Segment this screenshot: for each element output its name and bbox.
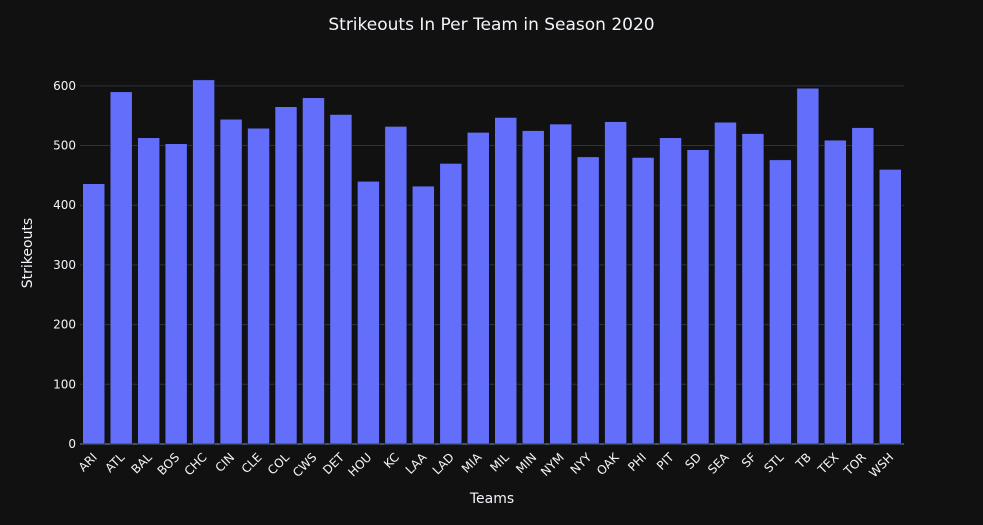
y-tick-label: 200 [53, 318, 76, 332]
bar-cws [302, 97, 325, 445]
bar-sd [686, 149, 710, 445]
bar-laa [412, 185, 435, 445]
bar-cle [247, 127, 270, 445]
y-axis-title: Strikeouts [20, 218, 36, 288]
y-tick-label: 300 [53, 258, 76, 272]
y-tick-label: 400 [53, 198, 76, 212]
bar-det [329, 114, 353, 445]
bar-kc [384, 126, 408, 445]
y-tick-label: 500 [53, 139, 76, 153]
y-tick-label: 0 [68, 437, 76, 451]
bar-bos [164, 143, 188, 445]
bar-stl [769, 159, 792, 445]
y-tick-label: 100 [53, 377, 76, 391]
bar-atl [109, 91, 133, 445]
y-axis-ticks: 0 100 200 300 400 500 600 [53, 79, 76, 451]
gridlines [80, 85, 904, 445]
bar-tor [851, 127, 875, 445]
x-axis-title: Teams [469, 491, 514, 507]
bar-col [274, 106, 298, 445]
bar-nym [549, 123, 572, 445]
bar-mil [494, 117, 517, 445]
bar-tex [824, 139, 847, 445]
bar-pit [659, 137, 682, 445]
bar-lad [439, 163, 463, 445]
y-tick-label: 600 [53, 79, 76, 93]
bar-bal [137, 137, 160, 445]
bar-sea [714, 122, 737, 445]
bar-nyy [576, 156, 600, 445]
bar-tb [796, 87, 820, 445]
bar-min [521, 130, 545, 445]
bar-mia [467, 132, 490, 445]
bar-sf [741, 133, 765, 445]
bar-oak [604, 121, 627, 445]
bar-chc [192, 79, 215, 445]
bar-wsh [879, 169, 902, 445]
bar-hou [357, 181, 380, 445]
bar-phi [631, 157, 655, 445]
bar-ari [82, 183, 105, 445]
chart-title: Strikeouts In Per Team in Season 2020 [328, 15, 654, 35]
bar-cin [219, 119, 243, 445]
bars [82, 79, 902, 445]
